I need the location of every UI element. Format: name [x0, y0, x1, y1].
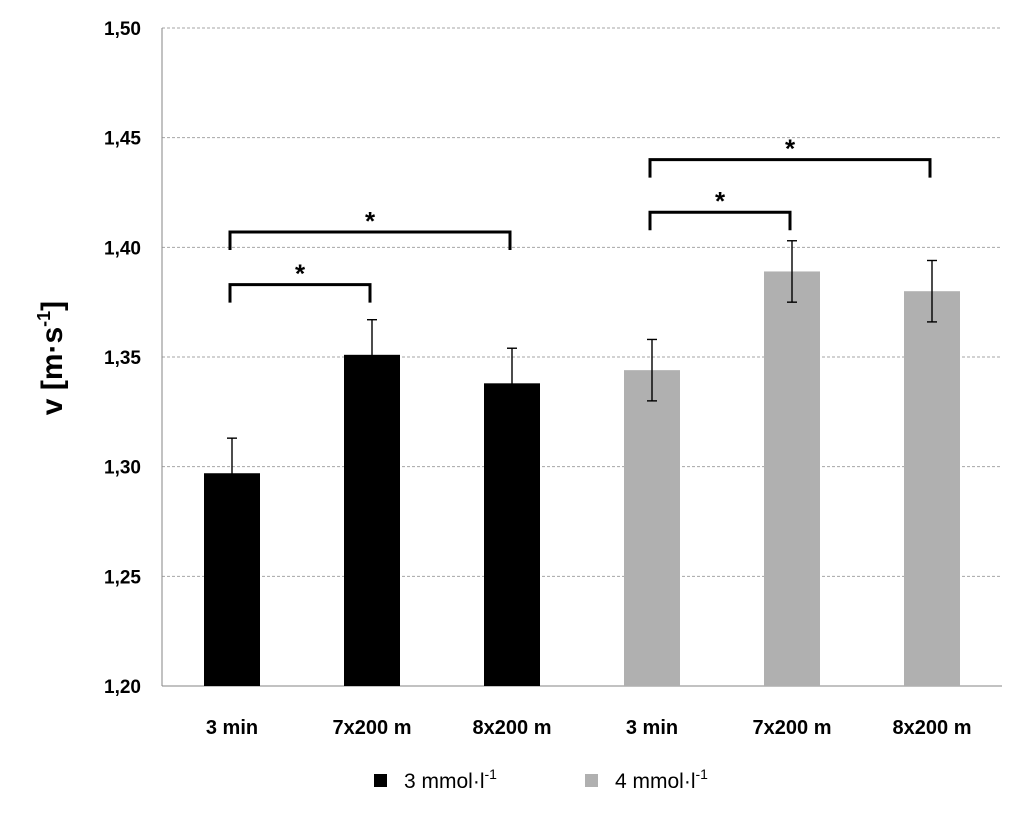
- legend-label: 4 mmol·l-1: [615, 766, 708, 793]
- gridlines: [162, 27, 1002, 577]
- bar: [344, 354, 400, 686]
- x-tick-label: 7x200 m: [753, 717, 832, 739]
- bar: [764, 271, 820, 686]
- legend-swatch: [374, 774, 387, 787]
- bar: [904, 291, 960, 686]
- axes: [161, 28, 1002, 687]
- legend-label: 3 mmol·l-1: [404, 766, 497, 793]
- bar: [484, 383, 540, 686]
- bars: [204, 271, 960, 686]
- error-bars: [227, 240, 937, 510]
- y-tick-label: 1,20: [104, 677, 141, 698]
- significance-bracket: [648, 210, 792, 231]
- significance-bracket: [648, 158, 932, 178]
- x-tick-label: 8x200 m: [473, 717, 552, 739]
- significance-star: *: [295, 259, 306, 289]
- significance-star: *: [715, 186, 726, 216]
- significance-brackets: * * * *: [228, 134, 932, 303]
- y-tick-label: 1,30: [104, 458, 141, 479]
- y-tick-labels: 1,20 1,25 1,30 1,35 1,40 1,45 1,50: [104, 19, 141, 698]
- y-axis-label: v [m·s-1]: [34, 301, 69, 415]
- y-tick-label: 1,45: [104, 129, 141, 150]
- y-tick-label: 1,35: [104, 348, 141, 369]
- significance-bracket: [228, 230, 512, 250]
- legend-swatch: [585, 774, 598, 787]
- x-tick-labels: 3 min 7x200 m 8x200 m 3 min 7x200 m 8x200 m: [206, 717, 972, 739]
- x-tick-label: 7x200 m: [333, 717, 412, 739]
- y-tick-label: 1,50: [104, 19, 141, 40]
- x-tick-label: 3 min: [626, 717, 678, 739]
- significance-star: *: [365, 206, 376, 236]
- significance-bracket: [228, 283, 372, 303]
- y-tick-label: 1,40: [104, 238, 141, 259]
- significance-star: *: [785, 134, 796, 164]
- y-tick-label: 1,25: [104, 567, 141, 588]
- legend: 3 mmol·l-1 4 mmol·l-1: [374, 766, 708, 793]
- x-tick-label: 8x200 m: [893, 717, 972, 739]
- bar: [624, 370, 680, 686]
- x-tick-label: 3 min: [206, 717, 258, 739]
